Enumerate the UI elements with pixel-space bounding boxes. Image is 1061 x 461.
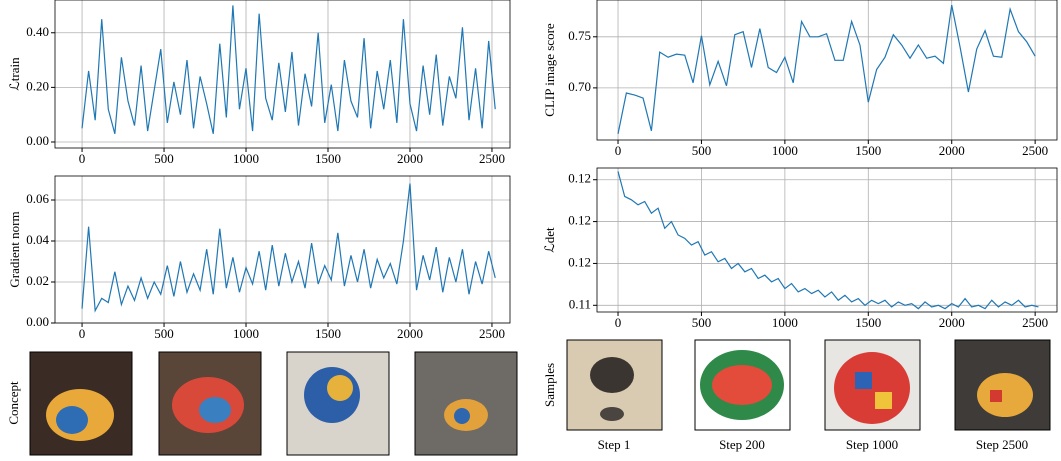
teapot-patch — [56, 406, 88, 434]
samples-label: Samples — [542, 363, 557, 407]
x-tick-label: 1000 — [772, 143, 798, 158]
x-tick-label: 1500 — [315, 326, 341, 341]
pot-tile — [875, 392, 892, 409]
data-line — [81, 183, 496, 313]
teapot-patch — [327, 375, 353, 401]
y-tick-label: 0.40 — [26, 24, 49, 39]
x-tick-label: 500 — [692, 315, 712, 330]
teapot-patch — [454, 408, 470, 424]
x-tick-label: 2000 — [939, 143, 965, 158]
y-tick-label: 0.70 — [568, 79, 591, 94]
x-tick-label: 0 — [79, 326, 86, 341]
x-tick-label: 1500 — [855, 143, 881, 158]
pot — [977, 373, 1033, 417]
x-tick-label: 500 — [692, 143, 712, 158]
y-tick-label: 0.00 — [26, 314, 49, 329]
y-tick-label: 0.02 — [26, 273, 49, 288]
x-tick-label: 500 — [154, 151, 174, 166]
y-tick-label: 0.00 — [26, 133, 49, 148]
y-axis-label: ℒtrain — [7, 57, 22, 91]
y-axis-label: ℒdet — [542, 227, 557, 253]
pot-pattern — [712, 365, 772, 405]
y-tick-label: 0.06 — [26, 191, 49, 206]
x-tick-label: 2500 — [479, 326, 505, 341]
x-tick-label: 2000 — [397, 151, 423, 166]
y-axis-label: CLIP image score — [542, 23, 557, 117]
y-tick-label: 0.04 — [26, 232, 49, 247]
x-tick-label: 1000 — [233, 326, 259, 341]
sample-caption: Step 2500 — [976, 437, 1028, 452]
y-tick-label: 0.20 — [26, 78, 49, 93]
x-tick-label: 0 — [79, 151, 86, 166]
data-line — [617, 171, 1039, 310]
x-tick-label: 1000 — [772, 315, 798, 330]
sample-caption: Step 1 — [598, 437, 631, 452]
pot-tile — [990, 390, 1002, 402]
x-tick-label: 2500 — [1022, 143, 1048, 158]
x-tick-label: 0 — [615, 315, 622, 330]
plot-frame — [596, 167, 1058, 313]
plot-frame — [54, 175, 511, 324]
cup — [600, 407, 624, 421]
y-tick-label: 0.12 — [568, 213, 591, 228]
teapot-patch — [199, 397, 231, 423]
data-line — [617, 4, 1036, 134]
x-tick-label: 1500 — [855, 315, 881, 330]
kettle — [590, 357, 634, 393]
x-tick-label: 2500 — [479, 151, 505, 166]
sample-caption: Step 200 — [719, 437, 765, 452]
y-tick-label: 0.12 — [568, 171, 591, 186]
data-line — [81, 5, 496, 134]
concept-label: Concept — [6, 381, 21, 425]
x-tick-label: 1000 — [233, 151, 259, 166]
sample-caption: Step 1000 — [846, 437, 898, 452]
x-tick-label: 2500 — [1022, 315, 1048, 330]
x-tick-label: 2000 — [939, 315, 965, 330]
y-axis-label: Gradient norm — [7, 211, 22, 287]
y-tick-label: 0.11 — [569, 296, 591, 311]
concept-images — [29, 351, 518, 456]
plot-frame — [54, 0, 511, 149]
y-tick-label: 0.75 — [568, 28, 591, 43]
x-tick-label: 0 — [615, 143, 622, 158]
x-tick-label: 2000 — [397, 326, 423, 341]
x-tick-label: 500 — [154, 326, 174, 341]
sample-images — [566, 339, 1051, 431]
pot-tile — [855, 372, 872, 389]
y-tick-label: 0.12 — [568, 254, 591, 269]
x-tick-label: 1500 — [315, 151, 341, 166]
plot-frame — [596, 0, 1058, 141]
